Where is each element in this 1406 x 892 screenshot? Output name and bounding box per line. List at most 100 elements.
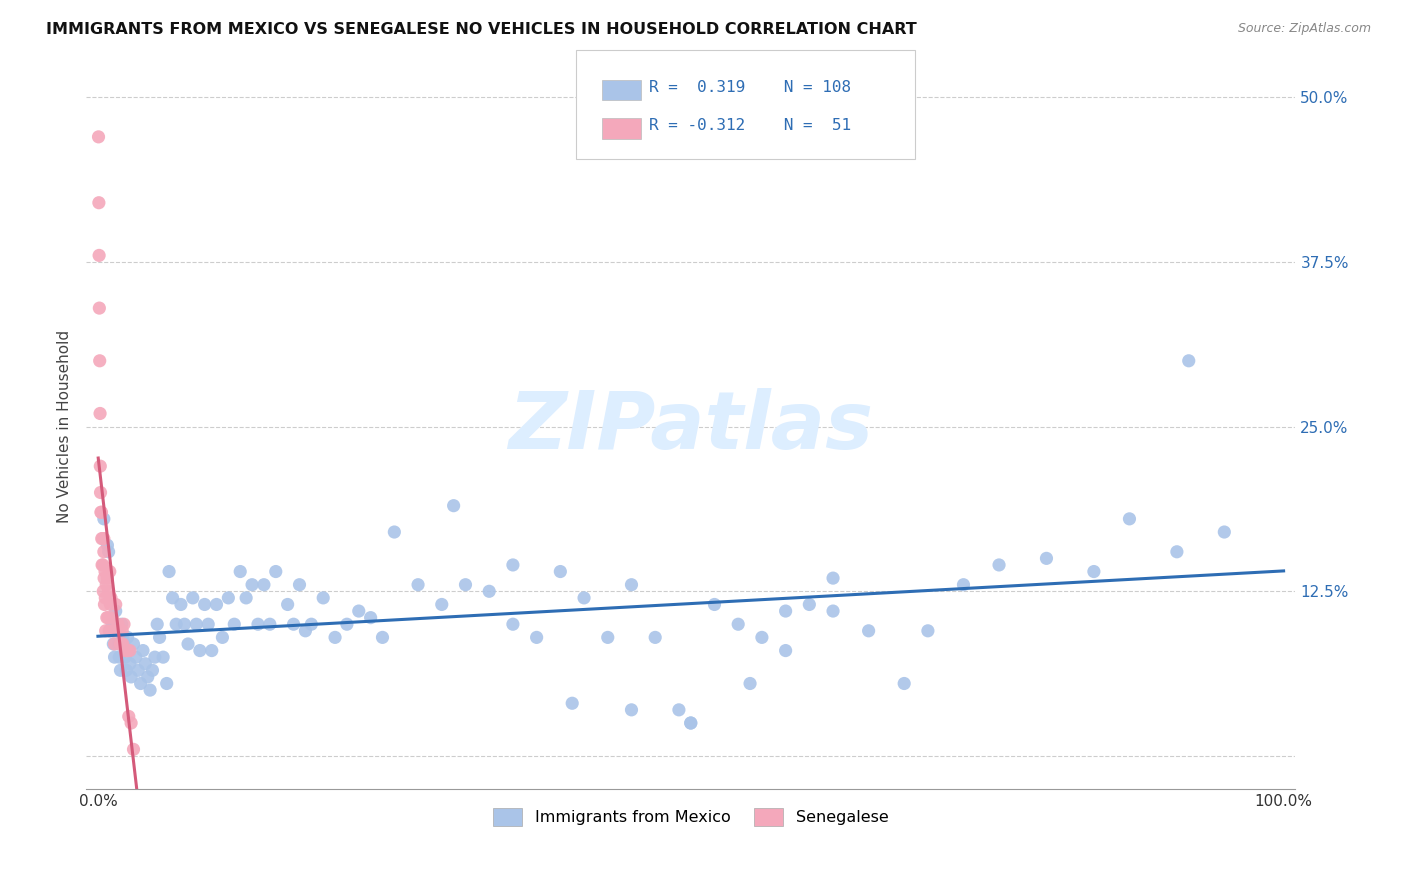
Point	[110, 637, 132, 651]
Point	[197, 617, 219, 632]
Point	[118, 643, 141, 657]
Point	[821, 571, 844, 585]
Point	[382, 524, 405, 539]
Point	[679, 716, 702, 731]
Point	[91, 532, 114, 546]
Point	[288, 578, 311, 592]
Point	[100, 624, 122, 638]
Point	[97, 610, 120, 624]
Point	[127, 663, 149, 677]
Point	[87, 248, 110, 262]
Point	[478, 584, 501, 599]
Point	[97, 584, 120, 599]
Point	[98, 624, 121, 638]
Point	[112, 637, 135, 651]
Point	[246, 617, 269, 632]
Point	[115, 643, 138, 657]
Point	[89, 459, 111, 474]
Point	[90, 505, 112, 519]
Point	[89, 353, 111, 368]
Point	[111, 637, 134, 651]
Point	[108, 650, 131, 665]
Point	[668, 703, 690, 717]
Point	[893, 676, 915, 690]
Point	[162, 591, 184, 605]
Point	[299, 617, 322, 632]
Point	[98, 624, 121, 638]
Point	[177, 637, 200, 651]
Point	[91, 558, 114, 572]
Point	[105, 624, 128, 638]
Point	[821, 604, 844, 618]
Point	[93, 571, 115, 585]
Point	[90, 505, 112, 519]
Point	[117, 643, 139, 657]
Point	[240, 578, 263, 592]
Point	[115, 663, 138, 677]
Point	[644, 631, 666, 645]
Point	[111, 637, 134, 651]
Point	[87, 129, 110, 144]
Point	[1118, 512, 1140, 526]
Point	[122, 742, 145, 756]
Point	[259, 617, 281, 632]
Point	[143, 650, 166, 665]
Point	[572, 591, 595, 605]
Point	[141, 663, 163, 677]
Point	[103, 637, 125, 651]
Point	[136, 670, 159, 684]
Point	[89, 301, 111, 315]
Point	[111, 624, 134, 638]
Point	[97, 545, 120, 559]
Point	[952, 578, 974, 592]
Point	[129, 676, 152, 690]
Point	[96, 538, 118, 552]
FancyBboxPatch shape	[603, 80, 641, 100]
Point	[134, 657, 156, 671]
Point	[738, 676, 761, 690]
Point	[1035, 551, 1057, 566]
Point	[98, 565, 121, 579]
Point	[93, 598, 115, 612]
Point	[117, 631, 139, 645]
Point	[146, 617, 169, 632]
FancyBboxPatch shape	[603, 119, 641, 138]
Point	[101, 610, 124, 624]
FancyBboxPatch shape	[576, 50, 914, 159]
Point	[148, 631, 170, 645]
Point	[94, 591, 117, 605]
Point	[283, 617, 305, 632]
Point	[294, 624, 316, 638]
Text: IMMIGRANTS FROM MEXICO VS SENEGALESE NO VEHICLES IN HOUSEHOLD CORRELATION CHART: IMMIGRANTS FROM MEXICO VS SENEGALESE NO …	[46, 22, 917, 37]
Point	[336, 617, 359, 632]
Point	[188, 643, 211, 657]
Point	[371, 631, 394, 645]
Point	[173, 617, 195, 632]
Point	[1177, 353, 1199, 368]
Point	[90, 485, 112, 500]
Point	[323, 631, 346, 645]
Point	[89, 407, 111, 421]
Point	[186, 617, 208, 632]
Point	[454, 578, 477, 592]
Point	[620, 703, 643, 717]
Point	[194, 598, 217, 612]
Point	[526, 631, 548, 645]
Point	[112, 617, 135, 632]
Point	[93, 532, 115, 546]
Point	[406, 578, 429, 592]
Point	[775, 643, 797, 657]
Text: R =  0.319    N = 108: R = 0.319 N = 108	[650, 80, 851, 95]
Point	[679, 716, 702, 731]
Point	[152, 650, 174, 665]
Point	[120, 716, 142, 731]
Point	[114, 643, 136, 657]
Point	[120, 670, 142, 684]
Point	[103, 624, 125, 638]
Point	[93, 545, 115, 559]
Legend: Immigrants from Mexico, Senegalese: Immigrants from Mexico, Senegalese	[484, 798, 898, 835]
Point	[1213, 524, 1236, 539]
Point	[103, 637, 125, 651]
Point	[107, 617, 129, 632]
Point	[775, 604, 797, 618]
